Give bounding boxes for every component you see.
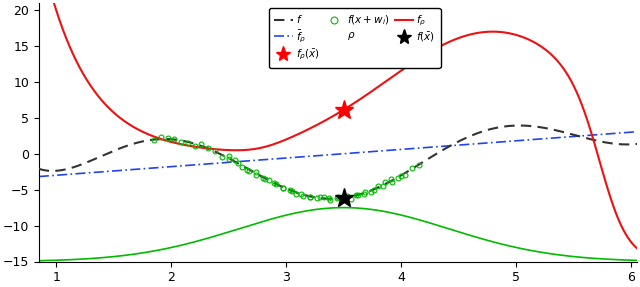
Legend: $f$, $\bar{f}_\rho$, $f_\rho(\bar{x})$, $f(x+w_i)$, $\rho$, $f_\rho$, $f(\bar{x}: $f$, $\bar{f}_\rho$, $f_\rho(\bar{x})$, …: [269, 8, 440, 68]
